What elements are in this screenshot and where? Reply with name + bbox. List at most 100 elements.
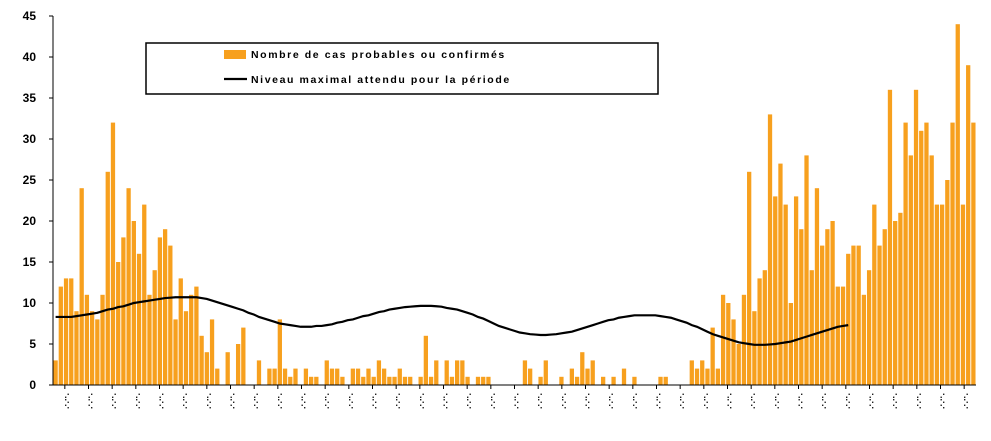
- x-tick-label: ·..·.·: [489, 393, 499, 410]
- bar: [955, 24, 960, 385]
- bar: [934, 204, 940, 385]
- bar: [147, 294, 152, 385]
- bar: [152, 270, 157, 385]
- x-tick-label: ·..·.·: [205, 393, 215, 410]
- x-tick-label: ·..·.·: [87, 393, 97, 410]
- x-tick-label: ·..·.·: [276, 393, 286, 410]
- bar: [809, 270, 814, 385]
- bar: [95, 319, 100, 385]
- x-tick-label: ·..·.·: [678, 393, 688, 410]
- bar: [350, 368, 355, 385]
- x-tick-label: ·..·.·: [181, 393, 191, 410]
- bar: [715, 368, 721, 385]
- y-tick-label: 40: [23, 50, 37, 64]
- bar: [783, 204, 788, 385]
- bar: [225, 352, 230, 385]
- bar: [387, 376, 392, 385]
- bar: [209, 319, 215, 385]
- expected-max-line: [55, 296, 849, 346]
- bar: [455, 360, 460, 385]
- bar: [178, 278, 183, 385]
- bar: [267, 368, 272, 385]
- bar: [580, 352, 585, 385]
- bar: [428, 376, 434, 385]
- bar: [720, 294, 726, 385]
- bar: [183, 311, 189, 385]
- bar: [121, 237, 126, 385]
- bar: [329, 368, 335, 385]
- bar: [924, 122, 929, 385]
- bar: [621, 368, 627, 385]
- y-tick-label: 35: [23, 91, 37, 105]
- bar: [69, 278, 74, 385]
- axes: 0 5 10 15 20 25 30 35 40 45 ·..·.· ·..·.· ·..·.· ·..·…: [23, 9, 976, 410]
- x-tick-label: ·..·.·: [773, 393, 783, 410]
- bar: [590, 360, 595, 385]
- bar: [434, 360, 439, 385]
- x-tick-label: ·..·.·: [418, 393, 428, 410]
- bar: [747, 171, 752, 385]
- bar: [971, 122, 976, 385]
- bar: [887, 89, 893, 386]
- bar: [84, 294, 90, 385]
- x-tick-label: ·..·.·: [749, 393, 759, 410]
- bar: [418, 376, 423, 385]
- bar: [538, 376, 543, 385]
- bar: [736, 344, 741, 385]
- bar: [136, 253, 142, 385]
- x-tick-label: ·..·.·: [631, 393, 641, 410]
- bar: [314, 376, 319, 385]
- x-tick-label: ·..·.·: [962, 393, 972, 410]
- bar: [872, 204, 877, 385]
- x-tick-label: ·..·.·: [300, 393, 310, 410]
- bar: [235, 344, 241, 385]
- bar: [340, 376, 345, 385]
- x-tick-label: ·..·.·: [891, 393, 901, 410]
- legend-swatch-bars: [224, 50, 246, 59]
- bar: [585, 368, 590, 385]
- bar: [893, 221, 898, 385]
- bar: [371, 376, 376, 385]
- x-tick-label: ·..·.·: [110, 393, 120, 409]
- bar: [402, 376, 408, 385]
- bar: [460, 360, 465, 385]
- x-tick-label: ·..·.·: [655, 393, 665, 410]
- x-tick-label: ·..·.·: [820, 393, 830, 410]
- bar: [658, 376, 663, 385]
- bar: [486, 376, 491, 385]
- bar: [53, 360, 58, 385]
- bar: [100, 294, 105, 385]
- bar: [58, 286, 63, 385]
- bar: [726, 303, 731, 385]
- bar: [846, 253, 851, 385]
- bar: [110, 122, 116, 385]
- x-tick-label: ·..·.·: [584, 393, 594, 410]
- bar: [820, 245, 825, 385]
- bar: [194, 286, 199, 385]
- bar: [778, 163, 783, 385]
- bar: [162, 229, 168, 385]
- bar: [814, 188, 820, 385]
- y-tick-label: 15: [23, 255, 37, 269]
- bar: [882, 229, 887, 385]
- x-tick-label: ·..·.·: [252, 393, 262, 410]
- bar: [898, 212, 903, 385]
- x-tick-label: ·..·.·: [229, 393, 239, 410]
- bar: [361, 376, 366, 385]
- bar: [288, 376, 293, 385]
- bar: [277, 319, 282, 385]
- bar: [700, 360, 705, 385]
- bar: [939, 204, 945, 385]
- bar: [74, 311, 79, 385]
- bar: [710, 327, 715, 385]
- bar: [408, 376, 413, 385]
- bar: [913, 89, 919, 386]
- bar: [63, 278, 69, 385]
- bar: [189, 294, 194, 385]
- x-tick-label: ·..·.·: [797, 393, 807, 410]
- bar: [757, 278, 762, 385]
- bar: [241, 327, 246, 385]
- bar: [840, 286, 846, 385]
- bar: [303, 368, 309, 385]
